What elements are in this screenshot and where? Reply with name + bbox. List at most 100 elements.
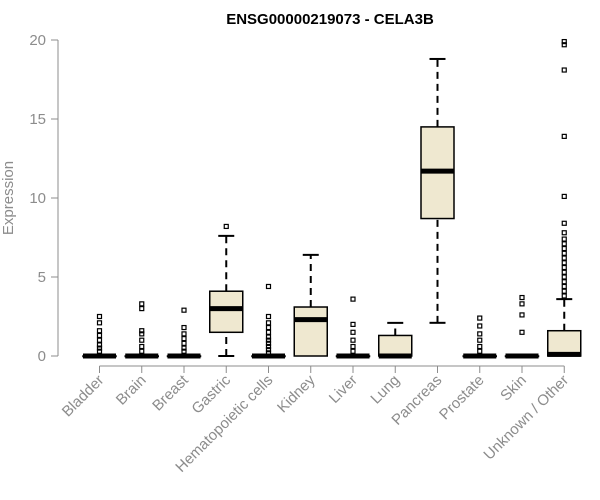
y-axis-label: Expression <box>0 161 17 235</box>
outlier-breast-4 <box>181 331 187 337</box>
outlier-bladder-0 <box>96 348 103 354</box>
box-pancreas <box>420 57 455 324</box>
x-tick-label-breast: Breast <box>149 371 192 414</box>
x-tick-label-lung: Lung <box>367 372 403 408</box>
outlier-bladder-1 <box>96 345 103 351</box>
outlier-brain-6 <box>139 301 145 307</box>
outlier-unknown-other-8 <box>561 255 567 261</box>
outlier-bladder-5 <box>96 328 103 334</box>
x-tick-label-liver: Liver <box>326 372 361 407</box>
boxes <box>82 38 582 359</box>
outlier-hematopoietic-cells-7 <box>265 324 272 331</box>
outlier-breast-1 <box>181 345 187 351</box>
outlier-unknown-other-16 <box>561 133 567 139</box>
outlier-hematopoietic-cells-10 <box>265 283 272 290</box>
outlier-hematopoietic-cells-9 <box>265 313 272 320</box>
outlier-liver-2 <box>350 337 356 343</box>
outlier-hematopoietic-cells-0 <box>265 350 272 356</box>
outlier-unknown-other-3 <box>561 279 567 285</box>
outlier-liver-4 <box>350 321 356 327</box>
outlier-liver-1 <box>350 343 356 350</box>
outlier-unknown-other-7 <box>561 260 567 266</box>
outlier-liver-0 <box>350 348 356 354</box>
outlier-unknown-other-11 <box>561 241 567 247</box>
y-tick-label-0: 0 <box>38 348 46 365</box>
outlier-breast-0 <box>181 348 187 354</box>
outlier-breast-5 <box>181 324 187 331</box>
box-iqr-kidney <box>293 306 328 357</box>
outlier-unknown-other-4 <box>561 274 567 280</box>
box-unknown-other <box>547 38 582 357</box>
box-hematopoietic-cells <box>251 283 286 359</box>
x-tick-label-skin: Skin <box>497 372 530 405</box>
outlier-brain-5 <box>139 306 145 312</box>
x-tick-label-prostate: Prostate <box>436 372 488 424</box>
outlier-bladder-2 <box>96 342 103 348</box>
outlier-hematopoietic-cells-4 <box>265 337 272 343</box>
outlier-hematopoietic-cells-8 <box>265 320 272 326</box>
box-iqr-gastric <box>209 290 244 334</box>
outlier-unknown-other-13 <box>561 230 567 236</box>
outlier-liver-5 <box>350 296 356 302</box>
outlier-unknown-other-10 <box>561 245 567 252</box>
y-tick-label-5: 5 <box>38 269 46 286</box>
y-tick-label-10: 10 <box>29 190 46 207</box>
box-breast <box>166 307 202 359</box>
outlier-prostate-4 <box>477 323 483 329</box>
outlier-brain-4 <box>139 328 145 334</box>
outlier-skin-0 <box>519 329 525 335</box>
outlier-prostate-3 <box>477 331 483 337</box>
outlier-bladder-3 <box>96 337 103 343</box>
outlier-gastric-0 <box>223 223 229 230</box>
outlier-unknown-other-5 <box>561 269 567 275</box>
outlier-prostate-1 <box>477 343 483 350</box>
outlier-breast-6 <box>181 307 187 313</box>
outlier-hematopoietic-cells-3 <box>265 340 272 346</box>
outlier-unknown-other-19 <box>561 38 567 45</box>
outlier-breast-3 <box>181 336 187 342</box>
outlier-brain-0 <box>139 348 145 354</box>
outlier-breast-2 <box>181 340 187 346</box>
box-gastric <box>209 223 244 357</box>
outlier-unknown-other-18 <box>561 42 567 48</box>
box-skin <box>504 294 540 359</box>
outlier-unknown-other-9 <box>561 250 567 256</box>
outlier-unknown-other-6 <box>561 264 567 271</box>
outlier-skin-3 <box>519 294 525 301</box>
x-tick-label-kidney: Kidney <box>274 371 319 416</box>
box-liver <box>335 296 371 359</box>
y-tick-label-20: 20 <box>29 32 46 49</box>
outlier-bladder-4 <box>96 332 103 339</box>
outlier-liver-3 <box>350 329 356 335</box>
outlier-prostate-0 <box>477 348 483 354</box>
outlier-unknown-other-17 <box>561 67 567 73</box>
x-tick-label-brain: Brain <box>113 372 150 409</box>
outlier-prostate-2 <box>477 337 483 343</box>
outlier-brain-1 <box>139 343 145 350</box>
outlier-prostate-5 <box>477 315 483 321</box>
x-tick-label-bladder: Bladder <box>59 372 108 421</box>
box-kidney <box>293 253 328 357</box>
box-lung <box>378 321 413 359</box>
outlier-unknown-other-14 <box>561 220 567 226</box>
outlier-unknown-other-12 <box>561 236 567 242</box>
outlier-unknown-other-2 <box>561 283 567 290</box>
y-tick-label-15: 15 <box>29 111 46 128</box>
box-brain <box>124 301 159 359</box>
outlier-brain-2 <box>139 337 145 343</box>
y-ticks: 0 5 10 15 20 <box>29 32 58 365</box>
outlier-hematopoietic-cells-2 <box>265 343 272 350</box>
outlier-unknown-other-1 <box>561 288 567 294</box>
outlier-brain-3 <box>139 331 145 337</box>
box-iqr-unknown-other <box>547 329 582 357</box>
outlier-bladder-7 <box>96 313 103 320</box>
outlier-skin-2 <box>519 301 525 307</box>
outlier-hematopoietic-cells-5 <box>265 334 272 340</box>
outlier-bladder-6 <box>96 320 103 326</box>
outlier-skin-1 <box>519 312 525 318</box>
chart-title: ENSG00000219073 - CELA3B <box>226 11 434 28</box>
outlier-hematopoietic-cells-1 <box>265 347 272 353</box>
outlier-hematopoietic-cells-6 <box>265 329 272 335</box>
